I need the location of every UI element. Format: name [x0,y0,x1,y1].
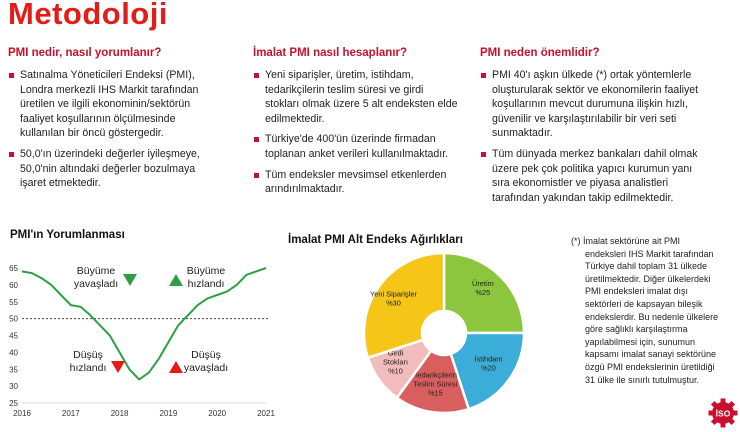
logo-text: İSO [716,409,731,419]
page-title: Metodoloji [8,0,168,31]
arrow-down-icon [111,361,125,373]
x-tick-label: 2016 [13,409,31,418]
iso-logo: İSO [708,398,738,428]
y-tick-label: 35 [9,365,18,374]
footnote-line: PMI endeksleri imalat dışı [585,286,689,297]
y-tick-label: 55 [9,298,18,307]
column-what-is-pmi: PMI nedir, nasıl yorumlanır? Satınalma Y… [8,47,223,197]
arrow-up-icon [169,361,183,373]
pie-slice [395,349,471,415]
bullet-item: Yeni siparişler, üretim, istihdam, tedar… [253,68,458,126]
annotation-label: Büyüme yavaşladı [74,265,118,290]
pie-slice [449,331,526,411]
footnote-line: endekslerdir. Bu nedenle ülkelere [585,311,719,322]
y-tick-label: 60 [9,281,18,290]
arrow-up-icon [169,274,183,286]
x-tick-label: 2021 [257,409,275,418]
slice-label: Girdi Stokları %10 [383,348,408,375]
slice-label: Tedarikçilerin Teslim Süresi %15 [413,370,457,397]
annotation-label: Düşüş yavaşladı [184,349,228,374]
arrow-down-icon [123,274,137,286]
y-tick-label: 40 [9,348,18,357]
footnote: (*) İmalat sektörüne ait PMI endeksleri … [571,235,721,386]
annotation-label: Düşüş hızlandı [70,349,107,374]
x-tick-label: 2019 [160,409,178,418]
footnote-line: kapsamı imalat sanayi sektörüne [585,349,717,360]
subindex-weights-chart: Üretim %25 İstihdam %20 Tedarikçilerin Teslim… [362,251,526,415]
pie-slice [362,251,446,360]
footnote-line: göre sağlıklı karşılaştırma [585,324,688,335]
slice-label: İstihdam %20 [475,354,503,372]
column-how-calculated: İmalat PMI nasıl hesaplanır? Yeni sipari… [253,47,458,203]
footnote-line: özgü PMI endekslerinin üretildiği [585,361,715,372]
y-tick-label: 30 [9,382,18,391]
footnote-line: Türkiye dahil toplam 31 ülkede [585,261,708,272]
x-tick-label: 2018 [111,409,129,418]
pmi-series-line [21,267,267,381]
pie-slice [442,251,526,335]
footnote-line: yapılabilmesi için, sunumun [585,336,696,347]
column-heading: PMI nedir, nasıl yorumlanır? [8,47,162,59]
bullet-item: PMI 40'ı aşkın ülkede (*) ortak yöntemle… [480,68,710,141]
gear-body [712,402,734,424]
gear-tooth [720,421,726,428]
column-why-important: PMI neden önemlidir? PMI 40'ı aşkın ülke… [480,47,710,211]
pmi-interpretation-chart: 25 30 35 40 45 50 55 60 65 2016 2017 2018 2019 2020 20… [9,264,275,418]
x-tick-label: 2017 [62,409,80,418]
column-heading: İmalat PMI nasıl hesaplanır? [253,47,408,59]
footnote-line: sektörleri de kapsayan bileşik [585,298,703,309]
column-heading: PMI neden önemlidir? [480,47,600,59]
x-tick-label: 2020 [208,409,226,418]
bullet-item: Tüm dünyada merkez bankaları dahil olmak… [480,147,710,205]
bullet-item: 50,0'ın üzerindeki değerler iyileşmeye, … [8,147,223,191]
y-tick-label: 25 [9,399,18,408]
bullet-item: Tüm endeksler mevsimsel etkenlerden arın… [253,168,458,197]
footnote-line: endeksleri IHS Markit tarafından [585,248,714,259]
footnote-line: 31 ülke ile sınırlı tutulmuştur. [585,374,700,385]
line-chart-title: PMI'ın Yorumlanması [10,229,125,241]
y-tick-label: 45 [9,332,18,341]
footnote-line: üretilmektedir. Diğer ülkelerdeki [585,273,711,284]
footnote-line: (*) İmalat sektörüne ait PMI [571,236,681,246]
y-tick-label: 65 [9,264,18,273]
annotation-label: Büyüme hızlandı [187,265,226,290]
pie-chart-title: İmalat PMI Alt Endeks Ağırlıkları [288,234,463,246]
slice-label: Yeni Siparişler %30 [370,290,418,308]
bullet-item: Satınalma Yöneticileri Endeksi (PMI), Lo… [8,68,223,141]
slice-label: Üretim %25 [472,279,494,297]
y-tick-label: 50 [9,315,18,324]
gear-tooth [720,398,726,405]
bullet-item: Türkiye'de 400'ün üzerinde firmadan topl… [253,132,458,161]
